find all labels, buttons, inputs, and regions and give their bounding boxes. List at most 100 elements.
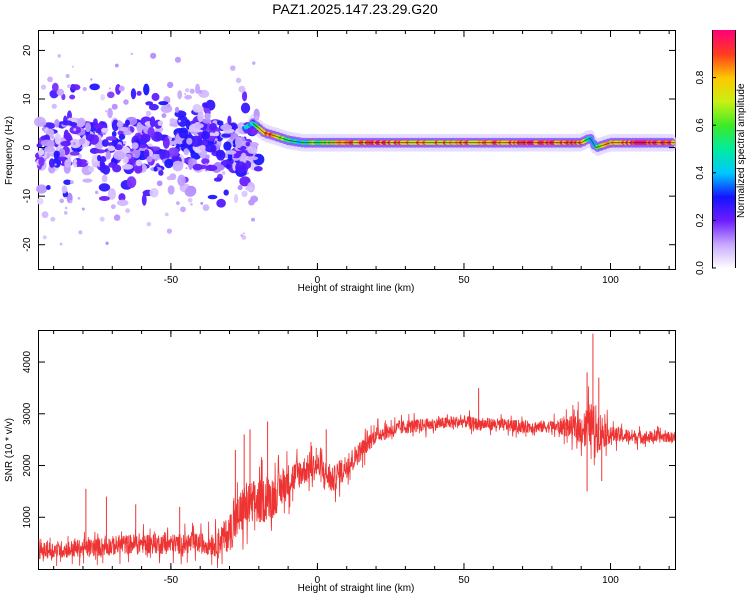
- colorbar-band: [713, 112, 735, 114]
- noise-blob: [192, 163, 203, 171]
- noise-speck: [166, 104, 171, 108]
- colorbar-band: [713, 37, 735, 39]
- noise-blob: [195, 83, 201, 95]
- noise-blob: [82, 178, 93, 183]
- noise-blob: [213, 177, 223, 182]
- colorbar-band: [713, 227, 735, 229]
- colorbar-band: [713, 251, 735, 253]
- colorbar-band: [713, 102, 735, 104]
- noise-speck: [105, 110, 108, 113]
- colorbar-band: [713, 131, 735, 133]
- snr-panel: -50 0 50 100 1000 2000 3000 4000: [22, 330, 676, 586]
- colorbar-band: [713, 189, 735, 191]
- x-tick-label: -50: [164, 275, 179, 286]
- noise-blob: [245, 141, 251, 147]
- colorbar-band: [713, 260, 735, 262]
- colorbar-band: [713, 58, 735, 60]
- colorbar-band: [713, 204, 735, 206]
- noise-blob: [44, 146, 56, 153]
- noise-blob: [177, 90, 183, 100]
- colorbar-band: [713, 51, 735, 53]
- noise-speck: [69, 200, 73, 204]
- colorbar-band: [713, 151, 735, 153]
- noise-speck: [251, 61, 256, 65]
- noise-blob: [202, 102, 208, 108]
- noise-blob: [63, 132, 71, 141]
- colorbar-band: [713, 89, 735, 91]
- colorbar-band: [713, 97, 735, 99]
- noise-blob: [95, 128, 102, 134]
- colorbar-band: [713, 261, 735, 263]
- colorbar-band: [713, 39, 735, 41]
- colorbar-band: [713, 46, 735, 48]
- noise-blob: [143, 83, 150, 96]
- noise-speck: [81, 207, 85, 211]
- colorbar-band: [713, 148, 735, 150]
- noise-blob: [105, 150, 111, 160]
- noise-speck: [123, 99, 129, 105]
- colorbar-tick-label: 0.0: [695, 261, 706, 275]
- colorbar-band: [713, 163, 735, 165]
- colorbar-band: [713, 246, 735, 248]
- colorbar-band: [713, 263, 735, 265]
- colorbar-band: [713, 106, 735, 108]
- y-tick-label: 10: [22, 93, 33, 105]
- colorbar-band: [713, 86, 735, 88]
- colorbar-band: [713, 205, 735, 207]
- noise-blob: [202, 118, 212, 124]
- noise-speck: [146, 156, 153, 163]
- y-tick-label: 20: [22, 44, 33, 56]
- x-tick-label: 50: [458, 275, 470, 286]
- noise-blob: [148, 103, 159, 111]
- noise-blob: [247, 156, 259, 161]
- noise-blob: [98, 196, 110, 201]
- colorbar-band: [713, 186, 735, 188]
- colorbar-band: [713, 258, 735, 260]
- noise-blob: [184, 94, 192, 100]
- colorbar-band: [713, 177, 735, 179]
- noise-speck: [78, 230, 83, 235]
- noise-speck: [94, 190, 99, 195]
- noise-blob: [168, 140, 174, 146]
- y-tick-label: 4000: [22, 350, 33, 373]
- noise-blob: [126, 176, 137, 189]
- colorbar-band: [713, 212, 735, 214]
- colorbar-band: [713, 176, 735, 178]
- colorbar-band: [713, 235, 735, 237]
- colorbar-band: [713, 242, 735, 244]
- noise-blob: [239, 176, 251, 187]
- colorbar-band: [713, 170, 735, 172]
- colorbar-band: [713, 146, 735, 148]
- noise-blob: [192, 103, 202, 113]
- noise-speck: [90, 78, 93, 81]
- colorbar-band: [713, 228, 735, 230]
- noise-blob: [223, 141, 232, 151]
- colorbar-band: [713, 192, 735, 194]
- noise-speck: [78, 138, 86, 145]
- x-tick-label: 0: [315, 575, 321, 586]
- colorbar-band: [713, 198, 735, 200]
- noise-speck: [241, 190, 248, 198]
- colorbar-band: [713, 144, 735, 146]
- noise-blob: [101, 139, 109, 147]
- spectrogram-xlabel: Height of straight line (km): [297, 283, 415, 294]
- colorbar-band: [713, 82, 735, 84]
- colorbar-band: [713, 70, 735, 72]
- colorbar-band: [713, 66, 735, 68]
- noise-blob: [174, 106, 180, 113]
- noise-blob: [149, 116, 156, 128]
- noise-blob: [184, 187, 196, 197]
- noise-speck: [59, 242, 63, 246]
- colorbar-tick-label: 0.2: [695, 213, 706, 227]
- colorbar-band: [713, 90, 735, 92]
- colorbar-band: [713, 158, 735, 160]
- colorbar-band: [713, 98, 735, 100]
- colorbar-band: [713, 237, 735, 239]
- noise-speck: [176, 201, 180, 205]
- noise-speck: [64, 206, 68, 210]
- noise-speck: [200, 201, 204, 205]
- colorbar-band: [713, 38, 735, 40]
- noise-blob: [99, 161, 106, 173]
- colorbar-band: [713, 190, 735, 192]
- noise-blob: [158, 101, 169, 106]
